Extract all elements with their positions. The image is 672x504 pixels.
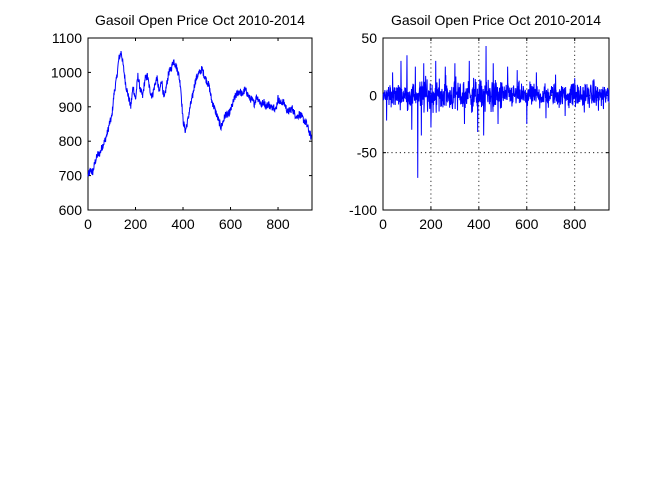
returns-xtick-label-3: 600	[515, 216, 539, 232]
returns-xtick-label-4: 800	[563, 216, 587, 232]
price-xtick-label-1: 200	[124, 216, 148, 232]
returns-xtick-label-1: 200	[419, 216, 443, 232]
price-ytick-label-3: 900	[59, 99, 83, 115]
price-axes-box	[87, 37, 313, 211]
returns-ytick-label-0: -100	[349, 202, 377, 218]
price-ytick-label-2: 800	[59, 133, 83, 149]
returns-ytick-label-1: -50	[357, 145, 377, 161]
price-xtick-label-3: 600	[219, 216, 243, 232]
price-ytick-label-4: 1000	[51, 64, 82, 80]
price-ytick-label-1: 700	[59, 168, 83, 184]
returns-ytick-label-3: 50	[361, 30, 377, 46]
price-xtick-label-0: 0	[84, 216, 92, 232]
price-series-line	[87, 50, 312, 177]
returns-series-line	[382, 46, 610, 178]
returns-ytick-label-2: 0	[369, 87, 377, 103]
price-ticks: 0 200 400 600 800 600 700 800 900 1000 1100	[51, 30, 312, 232]
returns-chart-title: Gasoil Open Price Oct 2010-2014	[391, 12, 601, 28]
price-xtick-label-2: 400	[171, 216, 195, 232]
price-panel: Gasoil Open Price Oct 2010-2014 0 200 400 6…	[51, 12, 313, 232]
price-xtick-label-4: 800	[266, 216, 290, 232]
returns-grid	[383, 38, 609, 210]
price-chart-title: Gasoil Open Price Oct 2010-2014	[95, 12, 305, 28]
price-ytick-label-0: 600	[59, 202, 83, 218]
returns-xtick-label-0: 0	[379, 216, 387, 232]
returns-ticks: 0 200 400 600 800 -100 -50 0 50	[349, 30, 609, 232]
returns-panel: Gasoil Open Price Oct 2010-2014 0 200 400 6…	[349, 12, 610, 232]
returns-xtick-label-2: 400	[467, 216, 491, 232]
price-ytick-label-5: 1100	[52, 30, 82, 46]
returns-axes-box	[382, 37, 610, 211]
